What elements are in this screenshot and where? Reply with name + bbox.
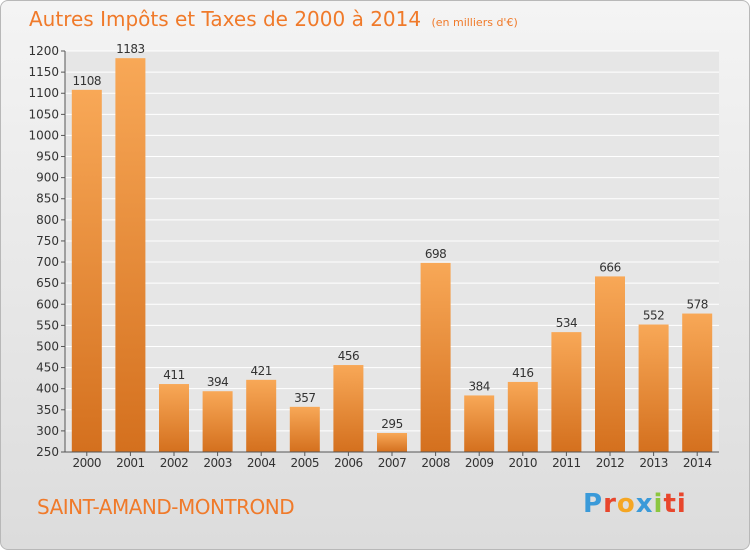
bar: [246, 379, 277, 452]
bars: 1108 1183 411 394 421 357 456 295 698 384 416 534 66…: [71, 42, 713, 453]
y-tick-label: 650: [36, 276, 59, 290]
y-tick-label: 850: [36, 192, 59, 206]
logo-letter: x: [635, 489, 654, 519]
y-tick-label: 700: [36, 255, 59, 269]
x-tick-label: 2012: [596, 456, 625, 470]
bar: [115, 58, 146, 453]
logo-letter: i: [653, 489, 664, 519]
bar: [71, 89, 102, 453]
data-label: 421: [250, 364, 271, 378]
y-tick-label: 550: [36, 318, 59, 332]
logo-letter: P: [583, 489, 604, 519]
logo-letter: o: [616, 489, 636, 519]
data-label: 552: [643, 309, 664, 323]
x-tick-label: 2011: [552, 456, 581, 470]
bar: [377, 433, 407, 452]
y-tick-label: 750: [36, 234, 59, 248]
bar: [464, 395, 495, 452]
title-text: Autres Impôts et Taxes de 2000 à 2014: [29, 7, 422, 31]
data-label: 698: [425, 247, 446, 261]
data-label: 295: [381, 417, 402, 431]
data-label: 357: [294, 391, 315, 405]
x-tick-label: 2005: [291, 456, 320, 470]
data-label: 534: [556, 316, 577, 330]
y-tick-label: 350: [36, 403, 59, 417]
chart-subtitle: (en milliers d'€): [431, 16, 518, 29]
bar: [202, 391, 233, 452]
bar: [159, 384, 189, 452]
x-tick-label: 2008: [421, 456, 450, 470]
x-tick-label: 2010: [509, 456, 538, 470]
data-label: 456: [338, 349, 359, 363]
x-tick-label: 2002: [160, 456, 189, 470]
x-tick-label: 2007: [378, 456, 407, 470]
y-axis: 250 300 350 400 450 500 550 600 650 700 750 800 850 9…: [28, 44, 66, 459]
bar: [507, 381, 538, 452]
x-tick-label: 2009: [465, 456, 494, 470]
bar: [551, 332, 582, 452]
chart-title: Autres Impôts et Taxes de 2000 à 2014 (e…: [29, 7, 518, 31]
x-tick-label: 2004: [247, 456, 276, 470]
y-tick-label: 250: [36, 445, 59, 459]
data-label: 394: [207, 375, 228, 389]
y-tick-label: 900: [36, 171, 59, 185]
bar: [289, 406, 320, 452]
y-tick-label: 1000: [28, 128, 59, 142]
bar: [682, 313, 713, 452]
data-label: 411: [163, 368, 184, 382]
x-tick-label: 2014: [683, 456, 712, 470]
logo-letter: ti: [663, 489, 687, 519]
bar: [595, 276, 625, 452]
x-tick-label: 2003: [203, 456, 232, 470]
data-label: 666: [599, 260, 620, 274]
town-name: SAINT-AMAND-MONTROND: [37, 495, 295, 519]
y-tick-label: 1050: [28, 107, 59, 121]
y-tick-label: 450: [36, 361, 59, 375]
x-tick-label: 2000: [73, 456, 102, 470]
y-tick-label: 1100: [28, 86, 59, 100]
x-tick-label: 2001: [116, 456, 145, 470]
x-tick-label: 2013: [639, 456, 668, 470]
data-label: 578: [686, 298, 707, 312]
data-label: 416: [512, 366, 533, 380]
y-tick-label: 300: [36, 424, 59, 438]
proxiti-logo: Proxiti: [583, 489, 687, 519]
data-label: 1108: [73, 74, 102, 88]
bar: [333, 365, 364, 452]
logo-letter: r: [603, 489, 617, 519]
y-tick-label: 1150: [28, 65, 59, 79]
data-label: 384: [468, 379, 489, 393]
y-tick-label: 800: [36, 213, 59, 227]
data-label: 1183: [116, 42, 145, 56]
y-tick-label: 600: [36, 297, 59, 311]
x-tick-label: 2006: [334, 456, 363, 470]
y-tick-label: 950: [36, 150, 59, 164]
y-tick-label: 500: [36, 339, 59, 353]
bar: [638, 324, 669, 452]
y-tick-label: 400: [36, 382, 59, 396]
x-axis: 2000 2001 2002 2003 2004 2005 2006 2007 2008 2009…: [65, 451, 719, 470]
bar: [420, 262, 451, 452]
y-tick-label: 1200: [28, 44, 59, 58]
